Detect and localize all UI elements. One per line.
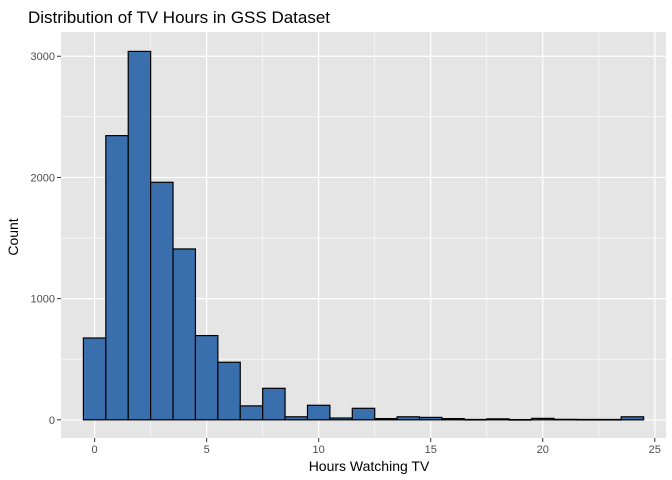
bars xyxy=(82,50,645,421)
histogram-bar xyxy=(127,50,152,421)
histogram-bar xyxy=(441,418,465,421)
histogram-bar xyxy=(194,334,219,421)
y-tick-label: 0 xyxy=(49,415,55,427)
histogram-bar xyxy=(217,361,241,421)
x-tick-label: 20 xyxy=(537,444,549,456)
histogram-bar xyxy=(486,418,510,421)
histogram-bar xyxy=(351,407,376,421)
histogram-bar xyxy=(284,416,309,421)
histogram-bar xyxy=(172,248,197,421)
y-tick-label: 1000 xyxy=(31,294,55,306)
x-tick-label: 10 xyxy=(313,444,325,456)
y-tick-label: 2000 xyxy=(31,172,55,184)
histogram-bar xyxy=(575,418,600,421)
histogram-bar xyxy=(374,418,398,421)
histogram-bar xyxy=(105,135,129,421)
histogram-bar xyxy=(82,337,107,421)
histogram-bar xyxy=(239,405,264,421)
chart-title: Distribution of TV Hours in GSS Dataset xyxy=(28,8,330,27)
histogram-bar xyxy=(530,417,555,421)
histogram-bar xyxy=(306,404,331,421)
histogram-bar xyxy=(396,416,421,421)
y-tick-label: 3000 xyxy=(31,51,55,63)
x-tick-label: 5 xyxy=(204,444,210,456)
histogram-bar xyxy=(150,181,174,421)
y-axis-label: Count xyxy=(5,218,21,255)
histogram-bar xyxy=(262,387,286,421)
histogram-bar xyxy=(418,416,443,421)
histogram-bar xyxy=(329,417,353,421)
histogram-bar xyxy=(463,418,488,421)
histogram-bar xyxy=(508,418,533,421)
x-tick-label: 25 xyxy=(649,444,661,456)
histogram-bar xyxy=(553,418,577,421)
histogram-bar xyxy=(598,418,622,421)
histogram-bar xyxy=(620,416,645,421)
x-axis-label: Hours Watching TV xyxy=(309,458,430,474)
x-tick-label: 0 xyxy=(92,444,98,456)
x-tick-label: 15 xyxy=(425,444,437,456)
axes: 0 5 10 15 20 25 0 1000 2000 3000 xyxy=(31,51,661,456)
